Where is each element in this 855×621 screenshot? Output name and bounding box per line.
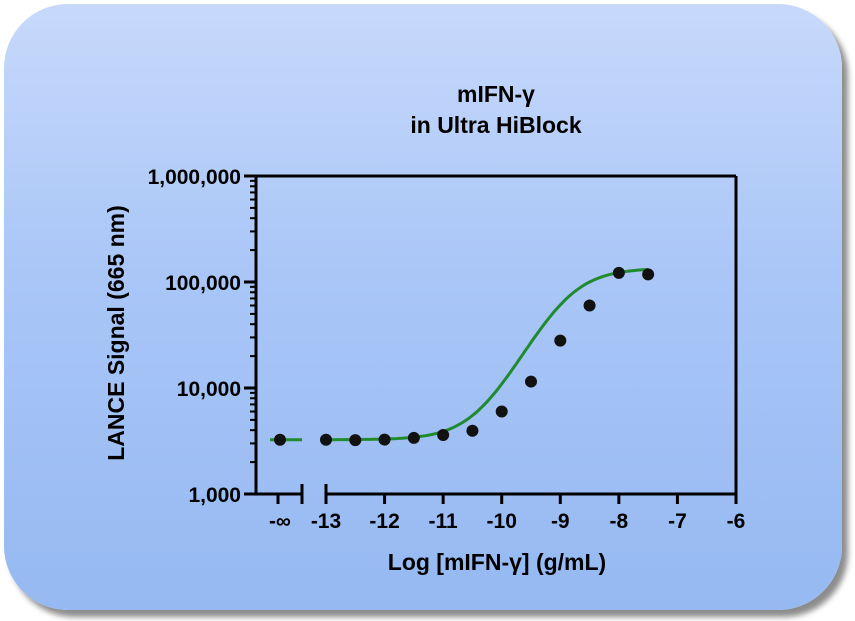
data-point	[554, 334, 567, 347]
x-tick-label: -9	[551, 510, 570, 533]
x-tick-label: -13	[311, 510, 341, 533]
fit-curve	[326, 268, 649, 442]
data-point	[525, 375, 537, 388]
data-point	[378, 433, 391, 446]
data-point	[583, 299, 596, 312]
x-tick-label: -6	[727, 510, 746, 533]
x-tick-label: -8	[610, 510, 629, 533]
x-tick-label: -7	[668, 510, 687, 533]
data-point-zero-dose	[274, 433, 286, 446]
y-tick-label: 10,000	[177, 378, 241, 401]
y-tick-label: 100,000	[165, 272, 241, 295]
x-tick-label: -11	[429, 510, 459, 533]
data-point	[437, 429, 450, 442]
data-point	[320, 433, 332, 446]
chart-background-panel	[4, 4, 842, 610]
x-tick-label: -12	[369, 510, 399, 533]
plot-area: 1,000 10,000 100,000 1,000,000 -13 -12 -11 -10 -…	[148, 166, 746, 533]
y-tick-label: 1,000	[188, 484, 241, 507]
data-point	[612, 266, 625, 279]
x-axis-label: Log [mIFN-γ] (g/mL)	[388, 549, 606, 575]
y-tick-label: 1,000,000	[148, 166, 241, 189]
x-tick-label-neg-infinity: -∞	[269, 510, 291, 533]
data-point	[349, 434, 362, 447]
y-axis-label: LANCE Signal (665 nm)	[103, 205, 129, 461]
data-point	[466, 424, 479, 437]
x-tick-label: -10	[487, 510, 517, 533]
chart-title-line1: mIFN-γ	[457, 81, 535, 107]
data-point	[642, 268, 655, 281]
chart-title-line2: in Ultra HiBlock	[410, 112, 581, 138]
data-point	[495, 405, 508, 418]
data-point	[407, 431, 420, 444]
